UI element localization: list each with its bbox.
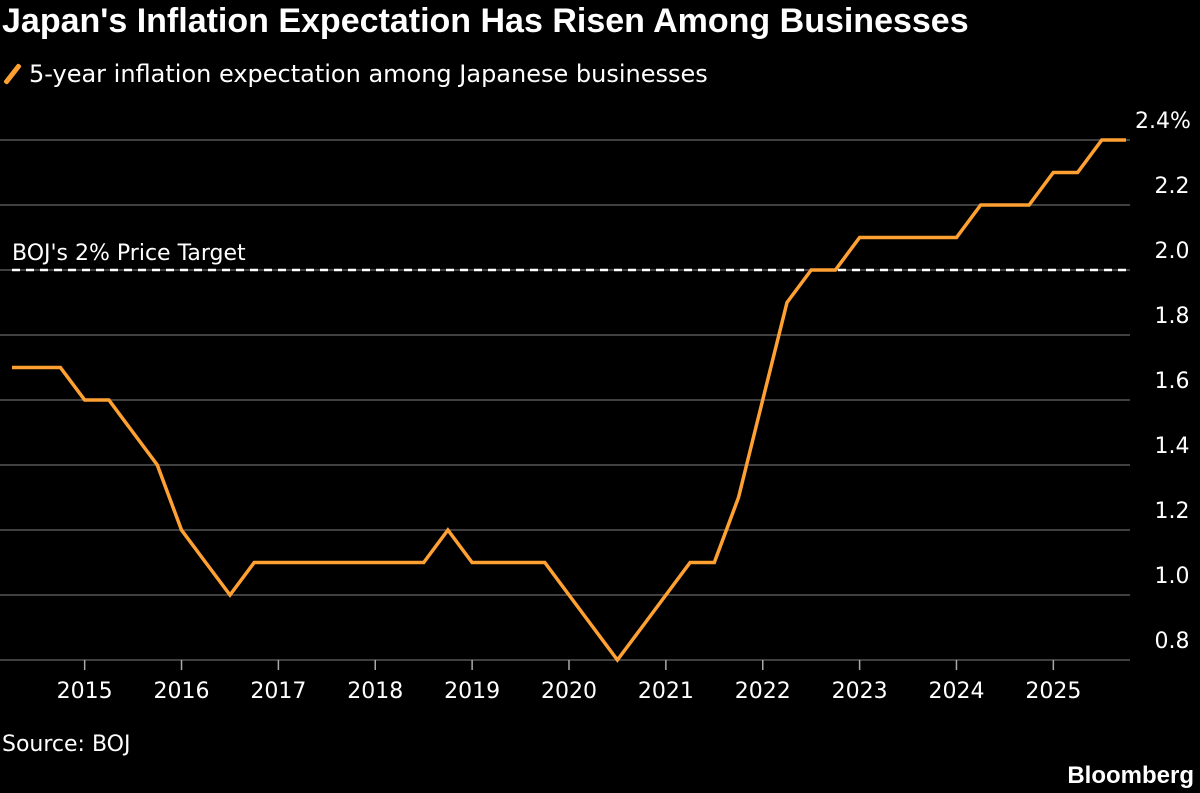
y-tick-label: 2.0 — [1155, 239, 1190, 264]
reference-line-group: BOJ's 2% Price Target — [12, 241, 1126, 272]
source-note: Source: BOJ — [2, 732, 131, 757]
x-tick-label: 2017 — [250, 679, 306, 704]
legend-label: 5-year inflation expectation among Japan… — [29, 60, 708, 88]
y-axis: 0.8 1.0 1.2 1.4 1.6 1.8 2.0 2.2 2.4% — [1135, 109, 1191, 654]
x-axis: 2015 2016 2017 2018 2019 2020 2021 2022 2023 2024… — [57, 660, 1081, 704]
y-tick-label: 1.8 — [1155, 304, 1190, 329]
y-tick-label: 1.6 — [1155, 369, 1190, 394]
y-tick-label: 1.2 — [1155, 499, 1190, 524]
x-tick-label: 2021 — [638, 679, 694, 704]
x-tick-label: 2019 — [444, 679, 500, 704]
y-tick-label: 1.4 — [1155, 434, 1190, 459]
x-tick-label: 2023 — [832, 679, 888, 704]
x-tick-label: 2024 — [928, 679, 984, 704]
y-tick-label: 0.8 — [1155, 629, 1190, 654]
legend: 5-year inflation expectation among Japan… — [3, 60, 708, 88]
x-tick-label: 2018 — [347, 679, 403, 704]
y-tick-label: 2.2 — [1155, 174, 1190, 199]
x-tick-label: 2025 — [1025, 679, 1081, 704]
x-tick-label: 2015 — [57, 679, 113, 704]
x-tick-label: 2020 — [541, 679, 597, 704]
x-tick-label: 2022 — [735, 679, 791, 704]
reference-line-label: BOJ's 2% Price Target — [12, 241, 246, 266]
x-tick-label: 2016 — [154, 679, 210, 704]
brand-logo: Bloomberg — [1067, 762, 1194, 789]
series-group — [11, 138, 1127, 663]
y-tick-label: 1.0 — [1155, 564, 1190, 589]
y-tick-label: 2.4% — [1135, 109, 1191, 134]
chart-title: Japan's Inflation Expectation Has Risen … — [2, 2, 969, 40]
gridlines — [0, 139, 1130, 661]
